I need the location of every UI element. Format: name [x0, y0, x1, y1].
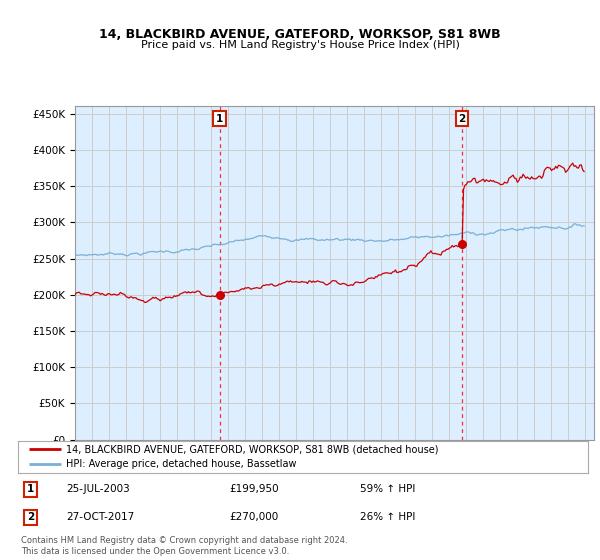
- Text: 2: 2: [27, 512, 34, 522]
- Text: 1: 1: [216, 114, 223, 124]
- Text: 1: 1: [27, 484, 34, 494]
- Text: HPI: Average price, detached house, Bassetlaw: HPI: Average price, detached house, Bass…: [67, 459, 297, 469]
- Text: 14, BLACKBIRD AVENUE, GATEFORD, WORKSOP, S81 8WB (detached house): 14, BLACKBIRD AVENUE, GATEFORD, WORKSOP,…: [67, 445, 439, 455]
- Text: 59% ↑ HPI: 59% ↑ HPI: [360, 484, 415, 494]
- Text: 14, BLACKBIRD AVENUE, GATEFORD, WORKSOP, S81 8WB: 14, BLACKBIRD AVENUE, GATEFORD, WORKSOP,…: [99, 28, 501, 41]
- Text: Contains HM Land Registry data © Crown copyright and database right 2024.
This d: Contains HM Land Registry data © Crown c…: [21, 536, 347, 556]
- Text: 27-OCT-2017: 27-OCT-2017: [67, 512, 134, 522]
- Text: 25-JUL-2003: 25-JUL-2003: [67, 484, 130, 494]
- Text: £199,950: £199,950: [229, 484, 278, 494]
- Text: 26% ↑ HPI: 26% ↑ HPI: [360, 512, 415, 522]
- Text: Price paid vs. HM Land Registry's House Price Index (HPI): Price paid vs. HM Land Registry's House …: [140, 40, 460, 50]
- Text: 2: 2: [458, 114, 466, 124]
- Text: £270,000: £270,000: [229, 512, 278, 522]
